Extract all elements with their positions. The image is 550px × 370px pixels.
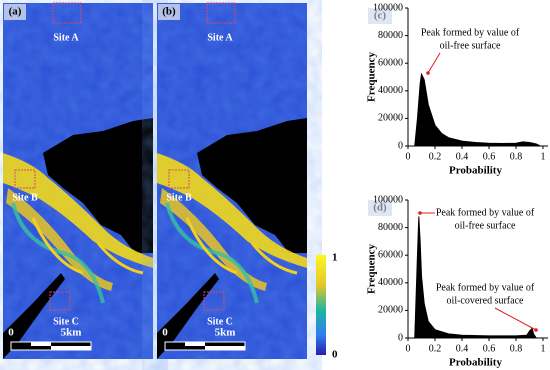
annotation-arrow <box>494 307 537 331</box>
x-tick-label: 0.4 <box>456 151 469 162</box>
site-label: Site A <box>207 32 233 43</box>
scalebar-white <box>185 342 205 346</box>
scalebar-white <box>31 342 51 346</box>
x-tick-label: 0.8 <box>510 343 523 354</box>
y-tick-label: 40000 <box>378 277 403 288</box>
colorbar-label: 1 <box>332 252 338 264</box>
y-tick-label: 0 <box>398 140 403 151</box>
y-tick-label: 40000 <box>378 85 403 96</box>
panel-label: (b) <box>162 6 176 18</box>
annotation: oil-free surface <box>455 220 516 231</box>
x-tick-label: 1 <box>541 151 546 162</box>
site-box <box>206 2 236 24</box>
annotation: oil-covered surface <box>447 295 524 306</box>
y-tick-label: 100000 <box>373 2 403 13</box>
site-box <box>49 291 71 311</box>
panel-label-bg <box>158 4 180 20</box>
site-label: Site A <box>53 32 79 43</box>
x-tick-label: 0.2 <box>429 151 442 162</box>
x-tick-label: 0 <box>406 343 411 354</box>
colorbar-label: 0 <box>332 349 338 361</box>
y-tick-label: 80000 <box>378 222 403 233</box>
y-tick-label: 80000 <box>378 30 403 41</box>
histogram-area <box>414 216 538 339</box>
x-tick-label: 0.6 <box>483 151 496 162</box>
x-tick-label: 0.6 <box>483 343 496 354</box>
x-tick-label: 0.2 <box>429 343 442 354</box>
scalebar-white <box>51 346 91 350</box>
annotation: oil-free surface <box>440 40 501 51</box>
site-box <box>168 169 190 189</box>
x-tick-label: 0 <box>406 151 411 162</box>
chart-label-bg <box>368 200 392 216</box>
y-tick-label: 0 <box>398 332 403 343</box>
x-axis-label: Probability <box>449 165 502 177</box>
annotation-arrowhead <box>418 211 422 215</box>
y-tick-label: 100000 <box>373 194 403 205</box>
colorbar <box>316 255 326 355</box>
annotation: Peak formed by value of <box>436 207 535 218</box>
image-panel-a <box>3 3 153 359</box>
y-tick-label: 60000 <box>378 249 403 260</box>
scalebar-white <box>205 346 245 350</box>
site-box <box>14 169 36 189</box>
site-box <box>203 291 225 311</box>
x-tick-label: 1 <box>541 343 546 354</box>
scalebar-label: 0 <box>8 327 14 339</box>
site-label: Site C <box>53 316 79 327</box>
annotation: Peak formed by value of <box>436 282 535 293</box>
panel-label-bg <box>4 4 26 20</box>
x-tick-label: 0.8 <box>510 151 523 162</box>
scalebar-label: 5km <box>61 327 82 339</box>
histogram-area <box>414 72 541 147</box>
image-panel-b <box>157 3 307 359</box>
annotation-arrowhead <box>534 328 538 332</box>
annotation: Peak formed by value of <box>421 27 520 38</box>
scalebar-label: 0 <box>162 327 168 339</box>
scalebar-label: 5km <box>215 327 236 339</box>
y-tick-label: 20000 <box>378 113 403 124</box>
site-box <box>52 2 82 24</box>
y-axis-label: Frequency <box>366 244 378 294</box>
chart-label-bg <box>368 8 392 24</box>
y-tick-label: 60000 <box>378 57 403 68</box>
x-axis-label: Probability <box>449 357 502 369</box>
y-tick-label: 20000 <box>378 305 403 316</box>
site-label: Site B <box>12 192 38 203</box>
x-tick-label: 0.4 <box>456 343 469 354</box>
annotation-arrowhead <box>426 71 430 75</box>
site-label: Site B <box>166 192 192 203</box>
panel-label: (a) <box>9 6 22 18</box>
site-label: Site C <box>207 316 233 327</box>
y-axis-label: Frequency <box>366 52 378 102</box>
annotation-arrow <box>427 52 441 74</box>
